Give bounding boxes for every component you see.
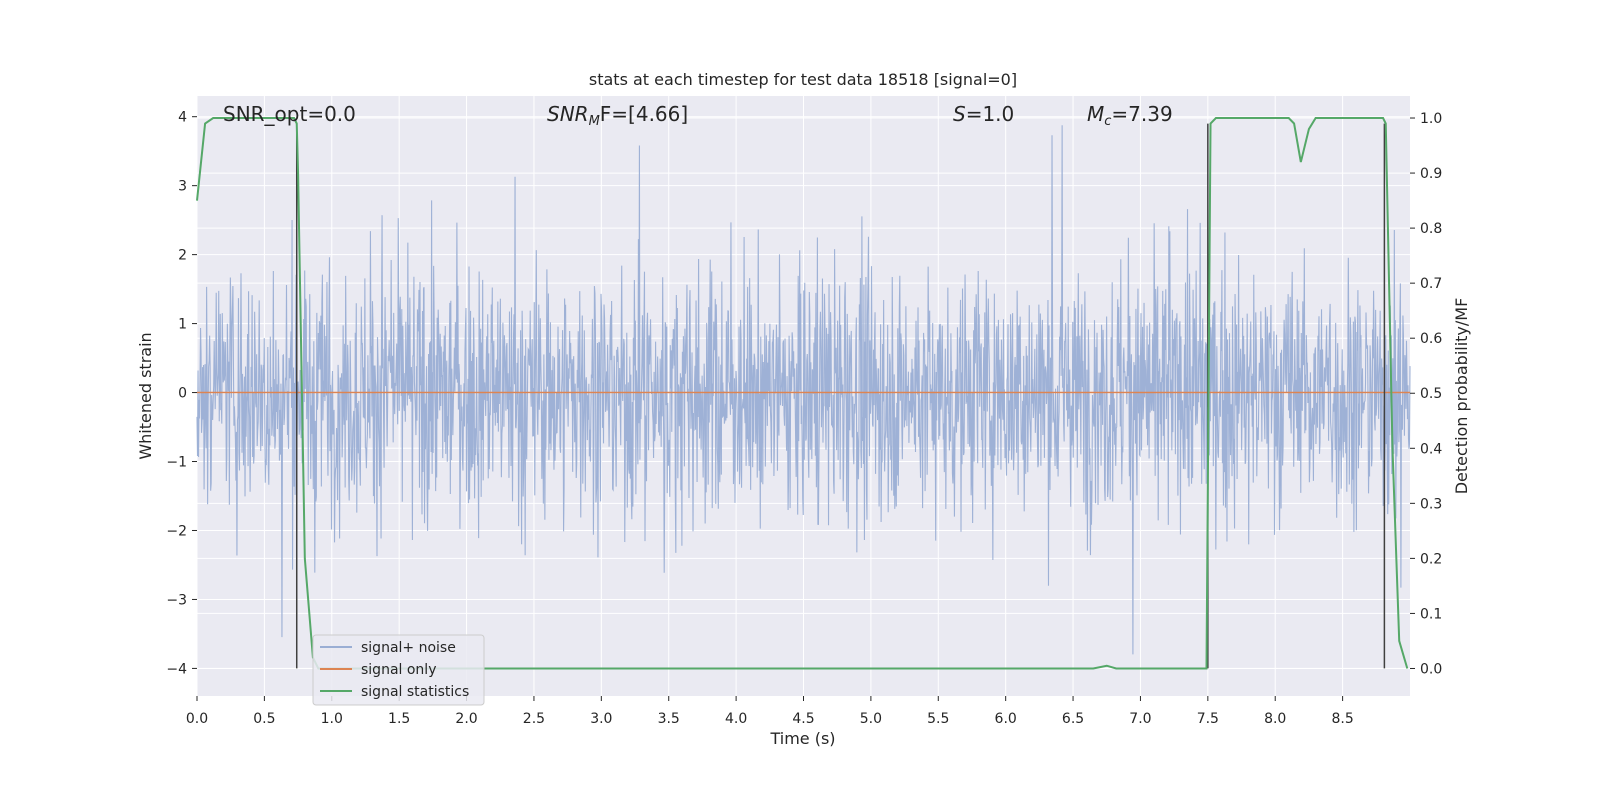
y2-axis-ticks: 1.0 0.9 0.8 0.7 0.6 0.5 0.4 0.3 0.2 0.1 0.0 xyxy=(1410,111,1442,677)
y2-tick-label: 0.8 xyxy=(1420,221,1442,237)
y2-tick-label: 0.5 xyxy=(1420,386,1442,402)
x-tick-label: 7.0 xyxy=(1129,711,1151,727)
annotation-s: S=1.0 xyxy=(953,102,1014,126)
x-axis-label: Time (s) xyxy=(769,729,835,748)
annotation-s-rest: =1.0 xyxy=(966,102,1015,126)
annotation-mc-sub: c xyxy=(1104,114,1111,129)
x-tick-label: 5.5 xyxy=(927,711,949,727)
annotation-snr-mf-rest: F=[4.66] xyxy=(600,102,688,126)
y2-axis-label: Detection probability/MF xyxy=(1452,298,1471,495)
x-tick-label: 2.5 xyxy=(523,711,545,727)
x-tick-label: 2.0 xyxy=(455,711,477,727)
legend-box xyxy=(312,634,485,706)
x-tick-label: 4.5 xyxy=(792,711,814,727)
x-tick-label: 5.0 xyxy=(860,711,882,727)
y2-tick-label: 0.6 xyxy=(1420,331,1442,347)
legend: signal+ noise signal only signal statist… xyxy=(312,634,485,706)
x-tick-label: 1.5 xyxy=(388,711,410,727)
x-tick-label: 6.0 xyxy=(995,711,1017,727)
y2-tick-label: 0.7 xyxy=(1420,276,1442,292)
legend-label-signal-noise: signal+ noise xyxy=(361,640,456,656)
y-tick-label: 2 xyxy=(178,248,187,264)
y2-tick-label: 0.4 xyxy=(1420,441,1442,457)
annotation-snr-mf-main: SNR xyxy=(547,102,589,126)
y2-tick-label: 0.2 xyxy=(1420,551,1442,567)
y-axis-label: Whitened strain xyxy=(136,332,155,459)
annotation-snr-mf-sub: M xyxy=(589,114,600,129)
y2-tick-label: 0.1 xyxy=(1420,606,1442,622)
legend-label-signal-only: signal only xyxy=(361,662,436,678)
y-axis-ticks: 4 3 2 1 0 −1 −2 −3 −4 xyxy=(166,110,197,677)
x-tick-label: 3.5 xyxy=(658,711,680,727)
y-tick-label: 1 xyxy=(178,317,187,333)
y2-tick-label: 0.9 xyxy=(1420,166,1442,182)
annotation-mc: Mc=7.39 xyxy=(1087,102,1173,129)
annotation-mc-rest: =7.39 xyxy=(1111,102,1172,126)
y-tick-label: −3 xyxy=(166,592,187,608)
y2-tick-label: 0.0 xyxy=(1420,661,1442,677)
x-axis-ticks: 0.0 0.5 1.0 1.5 2.0 2.5 3.0 3.5 4.0 4.5 5.0 5.5 6.0 6… xyxy=(186,696,1354,727)
annotation-s-main: S xyxy=(953,102,966,126)
x-tick-label: 3.0 xyxy=(590,711,612,727)
y-tick-label: 0 xyxy=(178,386,187,402)
y2-tick-label: 1.0 xyxy=(1420,111,1442,127)
x-tick-label: 8.5 xyxy=(1331,711,1353,727)
x-tick-label: 0.0 xyxy=(186,711,208,727)
x-tick-label: 6.5 xyxy=(1062,711,1084,727)
y-tick-label: 4 xyxy=(178,110,187,126)
y-tick-label: −4 xyxy=(166,661,187,677)
statistics-line xyxy=(196,117,1409,670)
y2-tick-label: 0.3 xyxy=(1420,496,1442,512)
x-tick-label: 1.0 xyxy=(321,711,343,727)
x-tick-label: 4.0 xyxy=(725,711,747,727)
series-signal-statistics xyxy=(196,117,1409,670)
y-tick-label: 3 xyxy=(178,179,187,195)
annotation-mc-main: M xyxy=(1087,102,1104,126)
x-tick-label: 7.5 xyxy=(1197,711,1219,727)
y-tick-label: −1 xyxy=(166,455,187,471)
annotation-snr-mf: SNRMF=[4.66] xyxy=(547,102,688,129)
legend-label-signal-statistics: signal statistics xyxy=(361,684,469,700)
x-tick-label: 8.0 xyxy=(1264,711,1286,727)
y-tick-label: −2 xyxy=(166,523,187,539)
annotation-snr-opt: SNR_opt=0.0 xyxy=(223,102,356,126)
chart-title: stats at each timestep for test data 185… xyxy=(589,70,1017,89)
x-tick-label: 0.5 xyxy=(253,711,275,727)
